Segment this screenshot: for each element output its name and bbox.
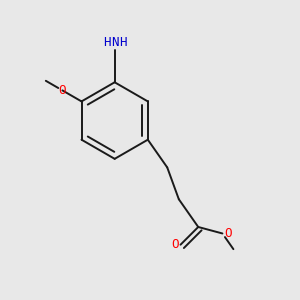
Text: O: O — [172, 238, 179, 251]
Text: O: O — [58, 84, 66, 97]
Text: O: O — [224, 227, 231, 240]
Text: H: H — [119, 36, 126, 49]
Text: H: H — [103, 36, 110, 49]
Text: N: N — [111, 36, 118, 49]
